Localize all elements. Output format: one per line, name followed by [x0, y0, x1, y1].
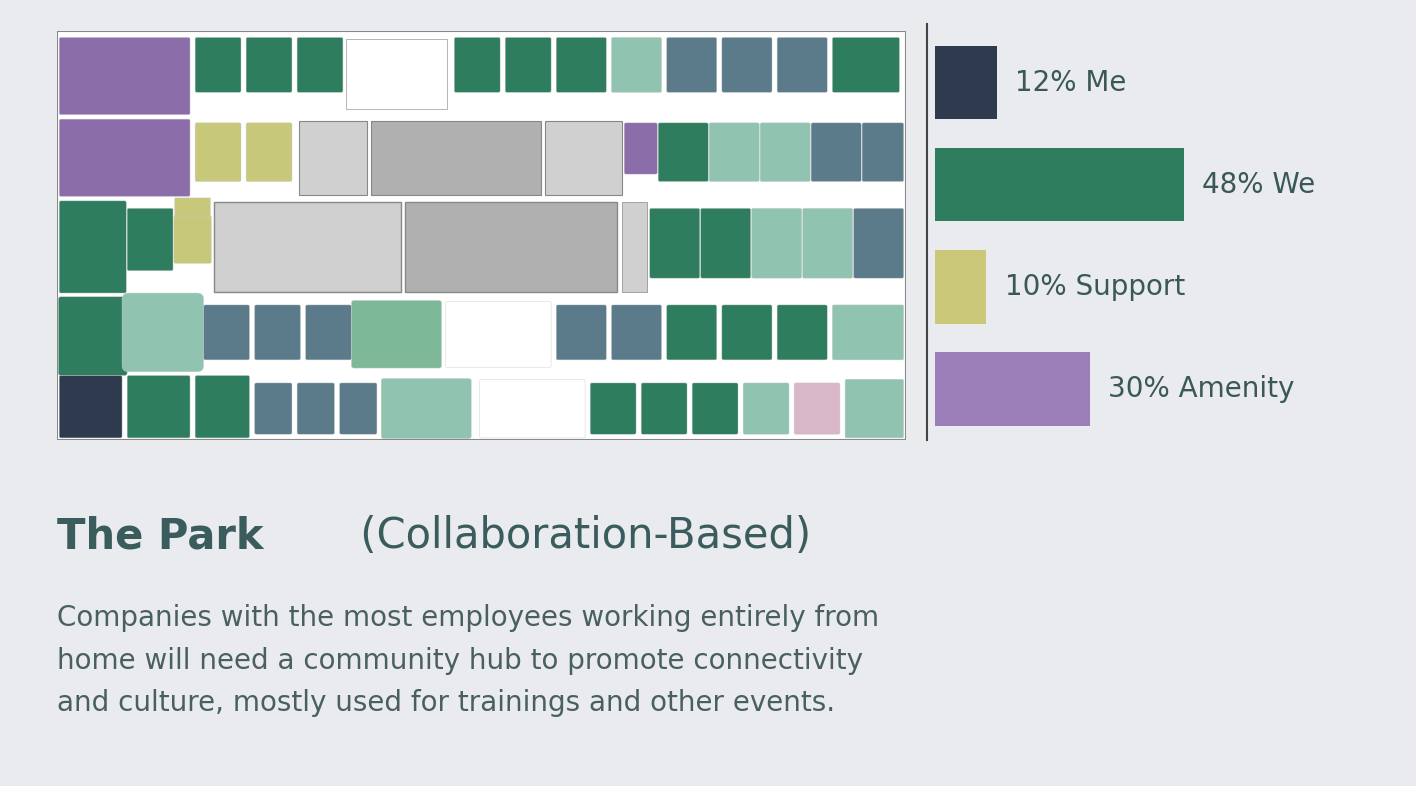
Text: Companies with the most employees working entirely from
home will need a communi: Companies with the most employees workin…: [57, 604, 879, 717]
Bar: [214, 202, 401, 292]
Bar: [299, 120, 367, 195]
FancyBboxPatch shape: [667, 38, 716, 93]
FancyBboxPatch shape: [556, 38, 606, 93]
FancyBboxPatch shape: [204, 305, 249, 360]
FancyBboxPatch shape: [612, 38, 661, 93]
Bar: [371, 120, 541, 195]
FancyBboxPatch shape: [59, 201, 126, 293]
FancyBboxPatch shape: [351, 300, 442, 368]
FancyBboxPatch shape: [297, 383, 334, 434]
FancyBboxPatch shape: [506, 38, 551, 93]
Text: 12% Me: 12% Me: [1015, 68, 1126, 97]
FancyBboxPatch shape: [255, 305, 300, 360]
FancyBboxPatch shape: [127, 376, 190, 438]
FancyBboxPatch shape: [811, 123, 861, 182]
FancyBboxPatch shape: [935, 148, 1184, 222]
FancyBboxPatch shape: [612, 305, 661, 360]
FancyBboxPatch shape: [446, 301, 551, 367]
FancyBboxPatch shape: [59, 376, 122, 438]
FancyBboxPatch shape: [195, 38, 241, 93]
FancyBboxPatch shape: [306, 305, 351, 360]
FancyBboxPatch shape: [667, 305, 716, 360]
FancyBboxPatch shape: [641, 383, 687, 434]
FancyBboxPatch shape: [127, 208, 173, 270]
Text: 48% We: 48% We: [1202, 171, 1315, 199]
FancyBboxPatch shape: [743, 383, 789, 434]
FancyBboxPatch shape: [935, 250, 987, 324]
FancyBboxPatch shape: [833, 38, 899, 93]
FancyBboxPatch shape: [650, 208, 700, 278]
FancyBboxPatch shape: [845, 379, 903, 438]
FancyBboxPatch shape: [590, 383, 636, 434]
FancyBboxPatch shape: [722, 305, 772, 360]
FancyBboxPatch shape: [803, 208, 852, 278]
FancyBboxPatch shape: [255, 383, 292, 434]
FancyBboxPatch shape: [174, 198, 211, 218]
Text: (Collaboration-Based): (Collaboration-Based): [347, 516, 811, 557]
FancyBboxPatch shape: [658, 123, 708, 182]
FancyBboxPatch shape: [722, 38, 772, 93]
FancyBboxPatch shape: [122, 293, 204, 372]
FancyBboxPatch shape: [455, 38, 500, 93]
FancyBboxPatch shape: [760, 123, 810, 182]
FancyBboxPatch shape: [480, 379, 585, 438]
FancyBboxPatch shape: [195, 376, 249, 438]
FancyBboxPatch shape: [935, 46, 997, 119]
FancyBboxPatch shape: [297, 38, 343, 93]
FancyBboxPatch shape: [854, 208, 903, 278]
FancyBboxPatch shape: [58, 297, 127, 376]
Bar: [545, 120, 622, 195]
FancyBboxPatch shape: [777, 38, 827, 93]
FancyBboxPatch shape: [246, 123, 292, 182]
FancyBboxPatch shape: [195, 123, 241, 182]
Text: 10% Support: 10% Support: [1004, 273, 1185, 301]
Text: 30% Amenity: 30% Amenity: [1109, 375, 1294, 403]
FancyBboxPatch shape: [701, 208, 750, 278]
Bar: [622, 202, 647, 292]
FancyBboxPatch shape: [709, 123, 759, 182]
FancyBboxPatch shape: [752, 208, 801, 278]
Bar: [346, 39, 447, 109]
Bar: [405, 202, 617, 292]
FancyBboxPatch shape: [794, 383, 840, 434]
FancyBboxPatch shape: [381, 379, 472, 439]
FancyBboxPatch shape: [692, 383, 738, 434]
FancyBboxPatch shape: [624, 123, 657, 174]
FancyBboxPatch shape: [246, 38, 292, 93]
FancyBboxPatch shape: [174, 215, 211, 263]
FancyBboxPatch shape: [59, 38, 190, 115]
FancyBboxPatch shape: [777, 305, 827, 360]
FancyBboxPatch shape: [340, 383, 377, 434]
FancyBboxPatch shape: [862, 123, 903, 182]
Text: The Park: The Park: [57, 516, 263, 557]
FancyBboxPatch shape: [556, 305, 606, 360]
FancyBboxPatch shape: [833, 305, 903, 360]
FancyBboxPatch shape: [935, 352, 1090, 426]
FancyBboxPatch shape: [59, 119, 190, 196]
